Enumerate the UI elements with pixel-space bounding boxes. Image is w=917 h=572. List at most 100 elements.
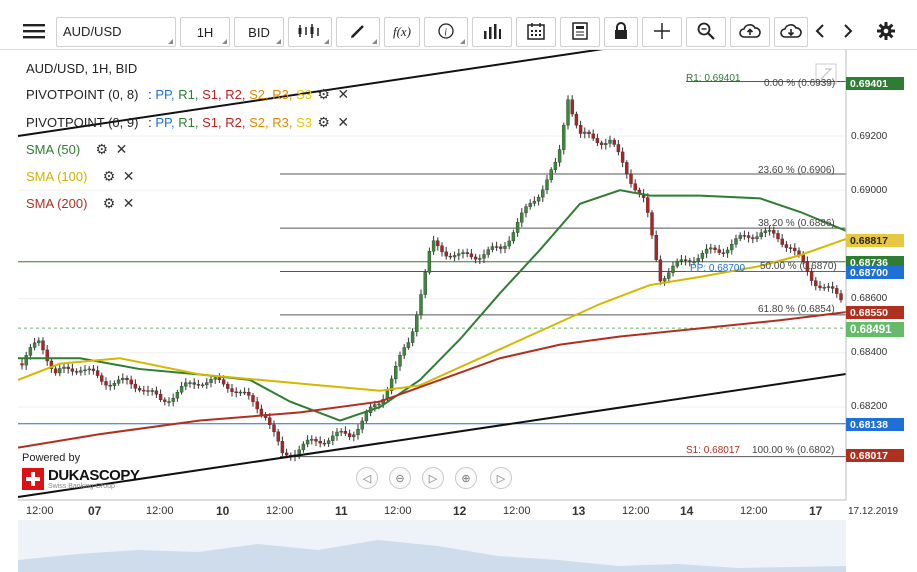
drawing-tools-button[interactable]	[336, 17, 380, 47]
close-icon[interactable]: ✕	[337, 86, 350, 102]
candle-body	[780, 238, 784, 245]
candle-body	[104, 381, 108, 386]
candle-body	[683, 259, 688, 261]
candle-body	[679, 259, 684, 262]
cloud-download-icon	[780, 23, 802, 42]
candle-body	[268, 417, 272, 425]
candle-body	[154, 390, 159, 395]
gear-icon[interactable]: ⚙	[102, 168, 116, 184]
volume-button[interactable]	[472, 17, 512, 47]
close-icon[interactable]: ✕	[115, 141, 128, 157]
timeframe-select[interactable]: 1H	[180, 17, 230, 47]
candle-body	[192, 382, 196, 385]
news-button[interactable]	[560, 17, 600, 47]
candle-body	[91, 368, 96, 371]
candle-body	[515, 222, 520, 233]
candle-body	[352, 434, 356, 437]
candle-body	[87, 368, 91, 371]
candle-body	[490, 246, 495, 250]
y-tick: 0.68400	[851, 347, 888, 358]
settings-button[interactable]	[874, 17, 898, 47]
info-button[interactable]: i	[424, 17, 468, 47]
nav-next-button[interactable]: ▷	[490, 467, 512, 489]
candle-body	[205, 382, 209, 386]
select-corner-icon	[222, 39, 227, 44]
gear-icon[interactable]: ⚙	[95, 141, 109, 157]
gear-icon[interactable]: ⚙	[317, 86, 330, 102]
menu-button[interactable]	[16, 17, 52, 47]
candle-body	[301, 443, 306, 451]
candle-body	[654, 235, 658, 260]
candle-body	[431, 240, 436, 252]
close-icon[interactable]: ✕	[122, 195, 135, 211]
candle-body	[242, 391, 247, 394]
overview-navigator[interactable]	[18, 520, 846, 572]
upper-trend-line	[17, 50, 604, 137]
crosshair-button[interactable]	[642, 17, 682, 47]
candle-body	[389, 378, 394, 391]
candle-body	[318, 440, 322, 444]
candle-body	[259, 408, 264, 415]
candle-body	[604, 143, 608, 145]
y-tick: 0.68200	[851, 401, 888, 412]
candle-body	[184, 382, 188, 387]
candle-body	[335, 431, 339, 437]
candle-body	[108, 384, 112, 387]
candle-body	[58, 368, 62, 374]
price-tag-blue-line: 0.68138	[846, 418, 904, 431]
nav-zoom-in-button[interactable]: ⊕	[455, 467, 477, 489]
candle-body	[767, 230, 772, 232]
candle-body	[255, 401, 259, 410]
calendar-button[interactable]	[516, 17, 556, 47]
x-tick: 14	[680, 504, 694, 518]
candle-body	[507, 240, 511, 247]
nav-prev-button[interactable]: ◁	[356, 467, 378, 489]
magnifier-icon	[697, 22, 715, 43]
sma200-label: SMA (200)	[26, 196, 88, 211]
sma100-label: SMA (100)	[26, 169, 88, 184]
gear-icon[interactable]: ⚙	[317, 114, 330, 130]
lock-button[interactable]	[604, 17, 638, 47]
close-icon[interactable]: ✕	[122, 168, 135, 184]
candle-body	[322, 442, 327, 445]
candle-body	[251, 395, 255, 402]
candle-body	[70, 368, 75, 372]
candle-body	[137, 388, 142, 391]
r1-label: R1,	[178, 87, 199, 102]
maximize-icon[interactable]	[815, 63, 837, 85]
chart-type-button[interactable]	[288, 17, 332, 47]
close-icon[interactable]: ✕	[337, 114, 350, 130]
indicators-button[interactable]: f(x)	[384, 17, 420, 47]
upload-button[interactable]	[730, 17, 770, 47]
candle-body	[129, 379, 133, 385]
candle-body	[814, 280, 818, 287]
candle-body	[406, 342, 411, 348]
r3-label: R3,	[272, 115, 293, 130]
zoom-button[interactable]	[686, 17, 726, 47]
candle-body	[465, 252, 469, 255]
candle-body	[28, 347, 33, 356]
candle-body	[24, 355, 28, 366]
candle-body	[297, 449, 301, 455]
candle-body	[658, 259, 663, 282]
price-chart[interactable]	[0, 50, 917, 572]
price-type-select[interactable]: BID	[234, 17, 284, 47]
nav-zoom-out-button[interactable]: ⊖	[389, 467, 411, 489]
candle-body	[95, 370, 100, 376]
brand-sub: Swiss Banking Group	[48, 483, 115, 490]
candle-body	[440, 245, 444, 253]
gear-icon[interactable]: ⚙	[102, 195, 116, 211]
r2-label: R2,	[225, 115, 246, 130]
cloud-upload-icon	[739, 23, 761, 42]
candle-body	[574, 113, 579, 126]
scroll-left-button[interactable]	[810, 17, 830, 47]
dukascopy-logo[interactable]: DUKASCOPY Swiss Banking Group	[22, 468, 140, 490]
nav-fit-button[interactable]: ▷	[422, 467, 444, 489]
info-icon: i	[438, 22, 454, 42]
candle-body	[830, 286, 835, 289]
candle-body	[478, 258, 482, 260]
candle-body	[734, 238, 738, 245]
download-button[interactable]	[774, 17, 808, 47]
scroll-right-button[interactable]	[838, 17, 858, 47]
symbol-select[interactable]: AUD/USD	[56, 17, 176, 47]
